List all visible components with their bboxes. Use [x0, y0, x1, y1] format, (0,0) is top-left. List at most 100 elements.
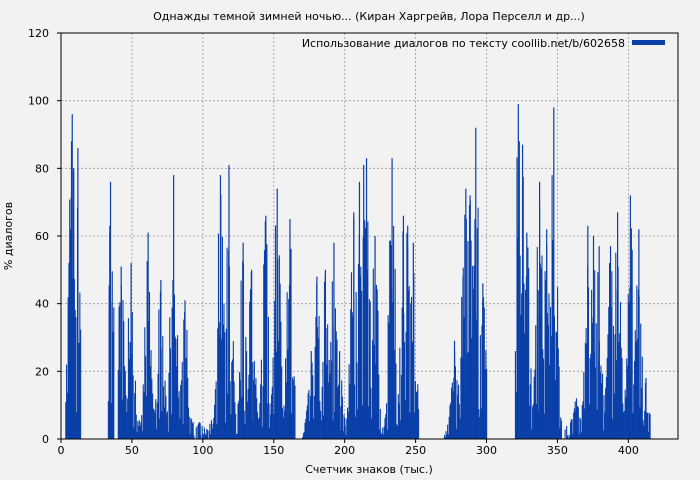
bar — [533, 376, 535, 439]
bar — [252, 362, 254, 439]
bar — [530, 368, 532, 439]
bar-peak — [353, 212, 355, 439]
bar — [548, 293, 550, 439]
bar — [314, 346, 316, 439]
bar — [399, 347, 401, 439]
bar — [237, 403, 239, 439]
bar — [308, 389, 310, 439]
bar — [266, 244, 268, 439]
bar — [133, 427, 135, 439]
bar — [255, 378, 257, 439]
bar-peak — [407, 225, 409, 439]
bar-peak — [339, 351, 341, 439]
bar — [158, 309, 160, 439]
x-axis-label: Счетчик знаков (тыс.) — [305, 463, 433, 476]
bar — [285, 382, 287, 439]
bar — [541, 255, 543, 439]
bar — [408, 286, 410, 439]
bar — [619, 333, 621, 439]
bar — [159, 418, 161, 439]
bar — [303, 431, 305, 439]
bar — [375, 284, 377, 439]
bar — [573, 412, 575, 439]
bar — [569, 422, 572, 439]
bar — [121, 399, 123, 439]
chart-title: Однажды темной зимней ночью... (Киран Ха… — [153, 10, 585, 23]
bar — [315, 316, 317, 439]
bar — [344, 426, 346, 439]
bar-peak — [120, 266, 122, 439]
bar — [307, 393, 309, 439]
bar — [633, 361, 636, 439]
bar — [361, 405, 363, 439]
bar — [520, 315, 522, 439]
bar — [321, 386, 323, 439]
bar — [174, 336, 176, 439]
bar — [457, 394, 459, 439]
bar — [535, 403, 538, 439]
bar — [367, 221, 369, 439]
bar — [397, 394, 399, 439]
bar-peak — [526, 232, 528, 439]
bar — [466, 353, 468, 439]
bar — [602, 430, 604, 439]
bar — [258, 417, 260, 439]
bar — [330, 360, 333, 439]
bar — [148, 291, 151, 439]
bar-series — [65, 104, 651, 440]
bar — [167, 431, 169, 439]
bar — [241, 396, 243, 439]
bar — [546, 312, 548, 439]
bar — [473, 265, 475, 439]
bar — [555, 331, 557, 439]
bar — [267, 316, 269, 439]
bar — [418, 408, 420, 439]
bar — [376, 289, 378, 439]
bar — [400, 420, 402, 439]
bar — [244, 423, 246, 439]
bar — [522, 176, 524, 439]
bar — [275, 351, 277, 439]
bar — [409, 412, 411, 439]
bar — [140, 422, 142, 439]
bar-peak — [316, 276, 318, 439]
bar — [126, 411, 128, 439]
bar — [535, 325, 537, 439]
bar — [302, 436, 304, 439]
bar — [78, 342, 80, 439]
bar-peak — [77, 148, 79, 439]
bar — [230, 414, 232, 439]
bar — [212, 423, 214, 439]
bar — [460, 357, 462, 439]
bar — [313, 395, 315, 439]
bar — [475, 320, 478, 439]
y-tick-label: 40 — [35, 298, 49, 311]
bar — [170, 348, 172, 439]
bar — [515, 391, 517, 439]
bar — [411, 341, 413, 439]
bar — [65, 402, 67, 439]
bar — [414, 381, 416, 439]
bar — [108, 285, 110, 439]
bar — [357, 263, 360, 439]
bar — [528, 268, 530, 439]
bar — [631, 249, 633, 439]
bar-peak — [609, 246, 612, 439]
bar — [613, 393, 615, 439]
bar — [641, 356, 643, 439]
bar — [137, 421, 139, 439]
bar-peak — [553, 107, 555, 440]
bar — [338, 384, 340, 439]
bar — [458, 404, 460, 439]
bar-peak — [453, 340, 456, 439]
bar — [600, 365, 602, 439]
bar — [591, 323, 593, 439]
bar — [543, 413, 545, 439]
bar — [393, 225, 395, 439]
bar — [626, 366, 629, 439]
bar — [349, 383, 351, 439]
bar — [329, 373, 331, 439]
bar — [286, 292, 288, 439]
bar — [234, 402, 236, 439]
bar — [586, 344, 588, 439]
